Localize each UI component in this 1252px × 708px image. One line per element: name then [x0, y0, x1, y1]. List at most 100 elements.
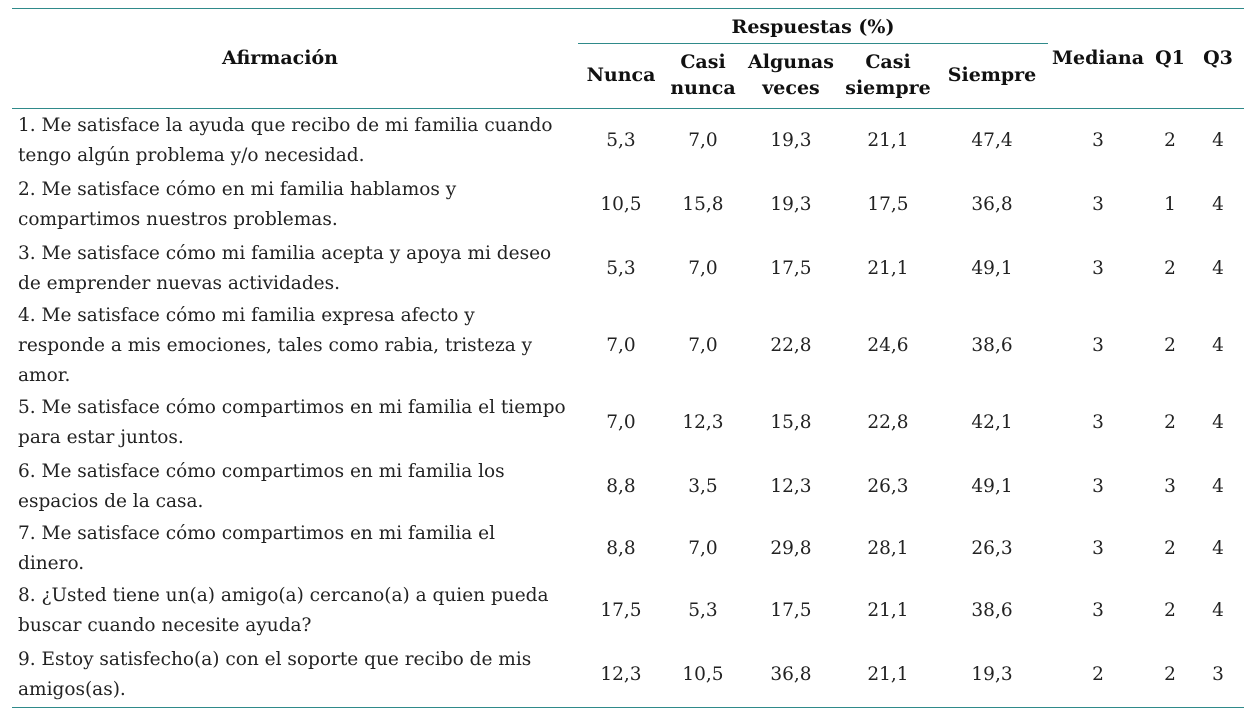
algunas-veces-cell: 29,8 — [770, 538, 812, 559]
casi-nunca-cell: 15,8 — [682, 194, 724, 215]
q1-cell: 1 — [1164, 194, 1176, 215]
q3-cell: 4 — [1212, 258, 1224, 279]
header-row-group: Afirmación Respuestas (%) Mediana Q1 Q3 — [12, 8, 1245, 109]
casi-nunca-cell: 7,0 — [688, 538, 718, 559]
siempre-cell: 47,4 — [971, 130, 1013, 151]
q1-cell: 2 — [1164, 412, 1176, 433]
algunas-veces-cell: 36,8 — [770, 664, 812, 685]
q3-cell: 4 — [1212, 600, 1224, 621]
siempre-cell: 19,3 — [971, 664, 1013, 685]
table-row: 3. Me satisface cómo mi familia acepta y… — [12, 237, 1244, 301]
header-row-columns: Nunca Casi nunca Algunas veces Casi siem… — [12, 43, 1244, 109]
header-responses-group: Respuestas (%) — [578, 8, 1049, 44]
siempre-cell: 26,3 — [971, 538, 1013, 559]
nunca-cell: 10,5 — [600, 194, 642, 215]
median-cell: 3 — [1092, 476, 1104, 497]
casi-nunca-cell: 7,0 — [688, 335, 718, 356]
q3-cell: 4 — [1212, 194, 1224, 215]
median-cell: 3 — [1092, 335, 1104, 356]
q1-cell: 2 — [1164, 335, 1176, 356]
nunca-cell: 8,8 — [606, 476, 636, 497]
q3-cell: 4 — [1212, 412, 1224, 433]
q3-cell: 4 — [1212, 335, 1224, 356]
nunca-cell: 5,3 — [606, 130, 636, 151]
casi-siempre-cell: 21,1 — [867, 664, 909, 685]
table-row: 7. Me satisface cómo compartimos en mi f… — [12, 519, 1244, 579]
statement-cell: 7. Me satisface cómo compartimos en mi f… — [18, 523, 495, 574]
casi-siempre-cell: 21,1 — [867, 130, 909, 151]
table-body: 1. Me satisface la ayuda que recibo de m… — [12, 109, 1244, 708]
table-row: 9. Estoy satisfecho(a) con el soporte qu… — [12, 643, 1244, 708]
q3-cell: 4 — [1212, 476, 1224, 497]
statement-cell: 8. ¿Usted tiene un(a) amigo(a) cercano(a… — [18, 585, 549, 636]
q3-cell: 4 — [1212, 538, 1224, 559]
q1-cell: 2 — [1164, 258, 1176, 279]
nunca-cell: 7,0 — [606, 412, 636, 433]
nunca-cell: 12,3 — [600, 664, 642, 685]
casi-siempre-cell: 17,5 — [867, 194, 909, 215]
siempre-cell: 38,6 — [971, 600, 1013, 621]
casi-siempre-cell: 21,1 — [867, 600, 909, 621]
casi-nunca-cell: 3,5 — [688, 476, 718, 497]
header-siempre: Siempre — [936, 43, 1049, 109]
nunca-cell: 17,5 — [600, 600, 642, 621]
q3-cell: 3 — [1212, 664, 1224, 685]
header-q3: Q3 — [1192, 8, 1245, 109]
siempre-cell: 38,6 — [971, 335, 1013, 356]
header-median: Mediana — [1048, 8, 1149, 109]
responses-table: Afirmación Respuestas (%) Mediana Q1 Q3 … — [12, 8, 1245, 708]
statement-cell: 3. Me satisface cómo mi familia acepta y… — [18, 243, 552, 294]
siempre-cell: 49,1 — [971, 258, 1013, 279]
median-cell: 3 — [1092, 130, 1104, 151]
statement-cell: 9. Estoy satisfecho(a) con el soporte qu… — [18, 649, 532, 700]
table-row: 1. Me satisface la ayuda que recibo de m… — [12, 109, 1244, 174]
header-casi-siempre: Casi siempre — [840, 43, 936, 109]
casi-nunca-cell: 7,0 — [688, 130, 718, 151]
algunas-veces-cell: 17,5 — [770, 258, 812, 279]
header-casi-nunca: Casi nunca — [664, 43, 742, 109]
siempre-cell: 42,1 — [971, 412, 1013, 433]
nunca-cell: 5,3 — [606, 258, 636, 279]
table-row: 6. Me satisface cómo compartimos en mi f… — [12, 455, 1244, 519]
median-cell: 3 — [1092, 194, 1104, 215]
siempre-cell: 49,1 — [971, 476, 1013, 497]
casi-nunca-cell: 5,3 — [688, 600, 718, 621]
algunas-veces-cell: 15,8 — [770, 412, 812, 433]
header-algunas-veces: Algunas veces — [742, 43, 840, 109]
q3-cell: 4 — [1212, 130, 1224, 151]
table-header: Afirmación Respuestas (%) Mediana Q1 Q3 … — [12, 8, 1245, 109]
casi-siempre-cell: 24,6 — [867, 335, 909, 356]
q1-cell: 2 — [1164, 538, 1176, 559]
algunas-veces-cell: 12,3 — [770, 476, 812, 497]
header-statement: Afirmación — [12, 8, 578, 109]
casi-nunca-cell: 10,5 — [682, 664, 724, 685]
statement-cell: 4. Me satisface cómo mi familia expresa … — [18, 305, 533, 386]
page: Afirmación Respuestas (%) Mediana Q1 Q3 … — [12, 8, 1245, 708]
casi-siempre-cell: 26,3 — [867, 476, 909, 497]
median-cell: 3 — [1092, 258, 1104, 279]
q1-cell: 2 — [1164, 664, 1176, 685]
casi-siempre-cell: 28,1 — [867, 538, 909, 559]
algunas-veces-cell: 19,3 — [770, 130, 812, 151]
algunas-veces-cell: 17,5 — [770, 600, 812, 621]
casi-siempre-cell: 22,8 — [867, 412, 909, 433]
algunas-veces-cell: 22,8 — [770, 335, 812, 356]
median-cell: 3 — [1092, 600, 1104, 621]
casi-siempre-cell: 21,1 — [867, 258, 909, 279]
casi-nunca-cell: 12,3 — [682, 412, 724, 433]
statement-cell: 5. Me satisface cómo compartimos en mi f… — [18, 397, 566, 448]
nunca-cell: 8,8 — [606, 538, 636, 559]
table-row: 4. Me satisface cómo mi familia expresa … — [12, 301, 1244, 391]
table-row: 5. Me satisface cómo compartimos en mi f… — [12, 391, 1244, 455]
table-row: 2. Me satisface cómo en mi familia habla… — [12, 173, 1244, 237]
statement-cell: 1. Me satisface la ayuda que recibo de m… — [18, 115, 553, 166]
median-cell: 2 — [1092, 664, 1104, 685]
header-nunca: Nunca — [578, 43, 664, 109]
header-q1: Q1 — [1148, 8, 1193, 109]
siempre-cell: 36,8 — [971, 194, 1013, 215]
q1-cell: 3 — [1164, 476, 1176, 497]
q1-cell: 2 — [1164, 130, 1176, 151]
statement-cell: 2. Me satisface cómo en mi familia habla… — [18, 179, 457, 230]
nunca-cell: 7,0 — [606, 335, 636, 356]
casi-nunca-cell: 7,0 — [688, 258, 718, 279]
